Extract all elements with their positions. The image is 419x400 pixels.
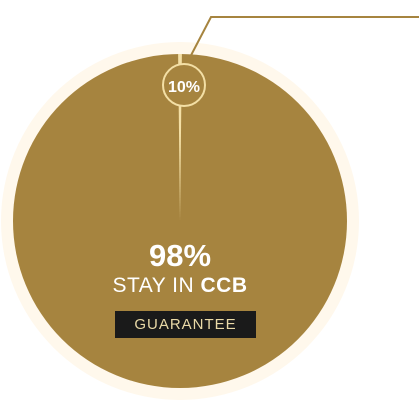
main-percentage: 98% (148, 238, 212, 273)
main-label-strong: CCB (200, 274, 248, 297)
callout-badge (162, 63, 206, 107)
guarantee-badge: GUARANTEE (115, 311, 256, 338)
main-label: STAY IN CCB (80, 274, 280, 298)
callout-line (186, 16, 419, 64)
callout-label: 10% (168, 79, 200, 96)
main-label-prefix: STAY IN (112, 274, 195, 297)
